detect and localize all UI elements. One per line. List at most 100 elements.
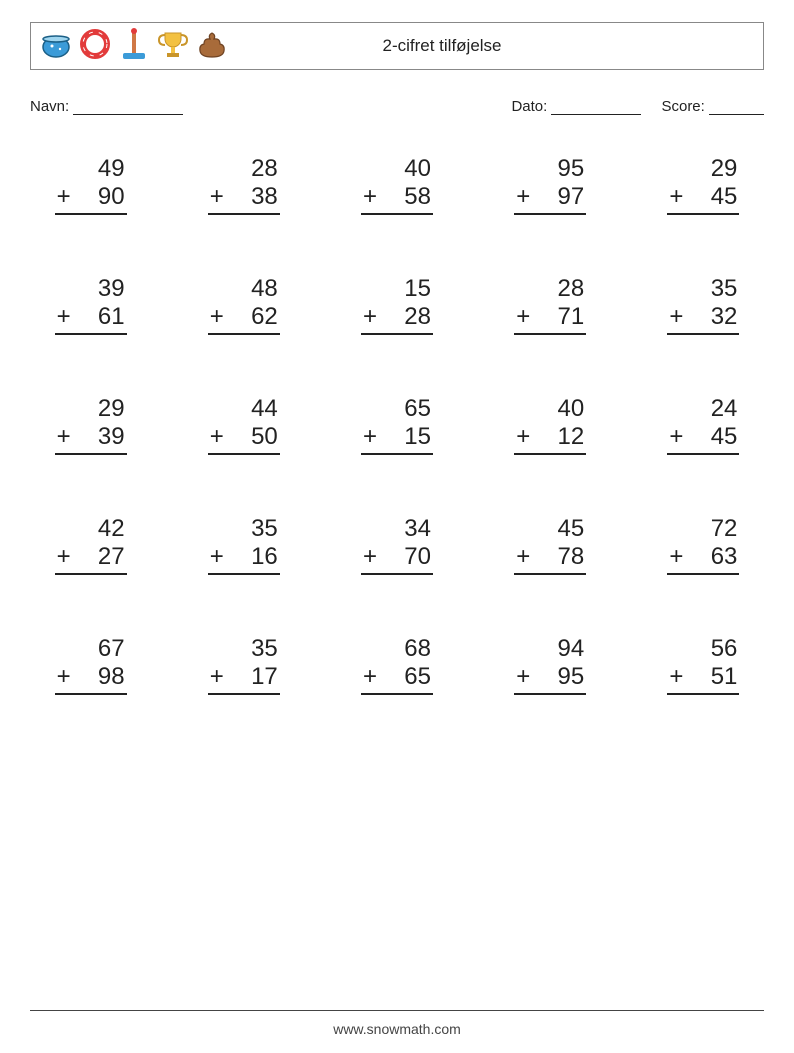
problem: 40+12 — [514, 395, 586, 455]
problem: 65+15 — [361, 395, 433, 455]
addend-bottom-row: +71 — [514, 303, 586, 335]
problem: 94+95 — [514, 635, 586, 695]
name-label: Navn: — [30, 98, 69, 115]
addend-top: 39 — [55, 275, 127, 303]
addend-top: 15 — [361, 275, 433, 303]
operator: + — [208, 303, 224, 331]
addend-bottom-row: +97 — [514, 183, 586, 215]
addend-top: 65 — [361, 395, 433, 423]
problem: 67+98 — [55, 635, 127, 695]
addend-bottom-row: +17 — [208, 663, 280, 695]
addend-bottom-row: +16 — [208, 543, 280, 575]
addend-bottom: 45 — [711, 423, 738, 450]
operator: + — [208, 663, 224, 691]
operator: + — [55, 423, 71, 451]
poop-icon — [195, 27, 229, 66]
operator: + — [667, 303, 683, 331]
addend-top: 29 — [55, 395, 127, 423]
problem: 40+58 — [361, 155, 433, 215]
addend-bottom: 28 — [404, 303, 431, 330]
problem: 39+61 — [55, 275, 127, 335]
addend-bottom: 90 — [98, 183, 125, 210]
operator: + — [361, 303, 377, 331]
addend-bottom: 58 — [404, 183, 431, 210]
problem: 28+38 — [208, 155, 280, 215]
trophy-icon — [156, 27, 190, 66]
addend-top: 72 — [667, 515, 739, 543]
operator: + — [514, 543, 530, 571]
operator: + — [55, 543, 71, 571]
date-label: Dato: — [511, 98, 547, 115]
addend-top: 48 — [208, 275, 280, 303]
addend-bottom: 39 — [98, 423, 125, 450]
problem: 95+97 — [514, 155, 586, 215]
addend-bottom: 45 — [711, 183, 738, 210]
operator: + — [55, 663, 71, 691]
problem: 48+62 — [208, 275, 280, 335]
addend-bottom: 38 — [251, 183, 278, 210]
header-icons — [39, 27, 229, 66]
operator: + — [55, 183, 71, 211]
addend-bottom: 12 — [557, 423, 584, 450]
meta-row: Navn: Dato: Score: — [30, 98, 764, 115]
addend-bottom-row: +61 — [55, 303, 127, 335]
addend-top: 35 — [208, 635, 280, 663]
fish-bowl-icon — [39, 27, 73, 66]
problem: 42+27 — [55, 515, 127, 575]
addend-bottom: 50 — [251, 423, 278, 450]
addend-bottom-row: +39 — [55, 423, 127, 455]
operator: + — [514, 423, 530, 451]
problem: 28+71 — [514, 275, 586, 335]
addend-top: 28 — [514, 275, 586, 303]
operator: + — [208, 543, 224, 571]
operator: + — [361, 183, 377, 211]
addend-top: 40 — [361, 155, 433, 183]
problem: 29+45 — [667, 155, 739, 215]
score-blank[interactable] — [709, 100, 764, 115]
addend-bottom: 65 — [404, 663, 431, 690]
footer-url: www.snowmath.com — [0, 1021, 794, 1037]
problem: 44+50 — [208, 395, 280, 455]
addend-bottom: 95 — [557, 663, 584, 690]
addend-bottom-row: +15 — [361, 423, 433, 455]
addend-bottom: 70 — [404, 543, 431, 570]
name-blank[interactable] — [73, 100, 183, 115]
addend-bottom: 78 — [557, 543, 584, 570]
addend-top: 34 — [361, 515, 433, 543]
addend-top: 56 — [667, 635, 739, 663]
addend-top: 29 — [667, 155, 739, 183]
addend-bottom-row: +45 — [667, 183, 739, 215]
footer-rule — [30, 1010, 764, 1011]
problem: 56+51 — [667, 635, 739, 695]
addend-bottom: 63 — [711, 543, 738, 570]
addend-bottom-row: +58 — [361, 183, 433, 215]
addend-bottom-row: +50 — [208, 423, 280, 455]
addend-bottom-row: +12 — [514, 423, 586, 455]
addend-bottom: 32 — [711, 303, 738, 330]
operator: + — [667, 423, 683, 451]
problem: 34+70 — [361, 515, 433, 575]
addend-bottom: 17 — [251, 663, 278, 690]
problems-grid: 49+9028+3840+5895+9729+4539+6148+6215+28… — [30, 155, 764, 695]
addend-bottom: 16 — [251, 543, 278, 570]
addend-top: 35 — [667, 275, 739, 303]
problem: 15+28 — [361, 275, 433, 335]
addend-bottom: 61 — [98, 303, 125, 330]
addend-bottom-row: +62 — [208, 303, 280, 335]
date-blank[interactable] — [551, 100, 641, 115]
operator: + — [208, 423, 224, 451]
operator: + — [667, 663, 683, 691]
addend-top: 44 — [208, 395, 280, 423]
addend-bottom: 97 — [557, 183, 584, 210]
addend-top: 94 — [514, 635, 586, 663]
addend-bottom-row: +32 — [667, 303, 739, 335]
operator: + — [208, 183, 224, 211]
problem: 68+65 — [361, 635, 433, 695]
addend-bottom: 71 — [557, 303, 584, 330]
addend-bottom-row: +90 — [55, 183, 127, 215]
addend-bottom: 27 — [98, 543, 125, 570]
addend-top: 45 — [514, 515, 586, 543]
addend-bottom-row: +51 — [667, 663, 739, 695]
addend-bottom-row: +98 — [55, 663, 127, 695]
addend-bottom-row: +95 — [514, 663, 586, 695]
